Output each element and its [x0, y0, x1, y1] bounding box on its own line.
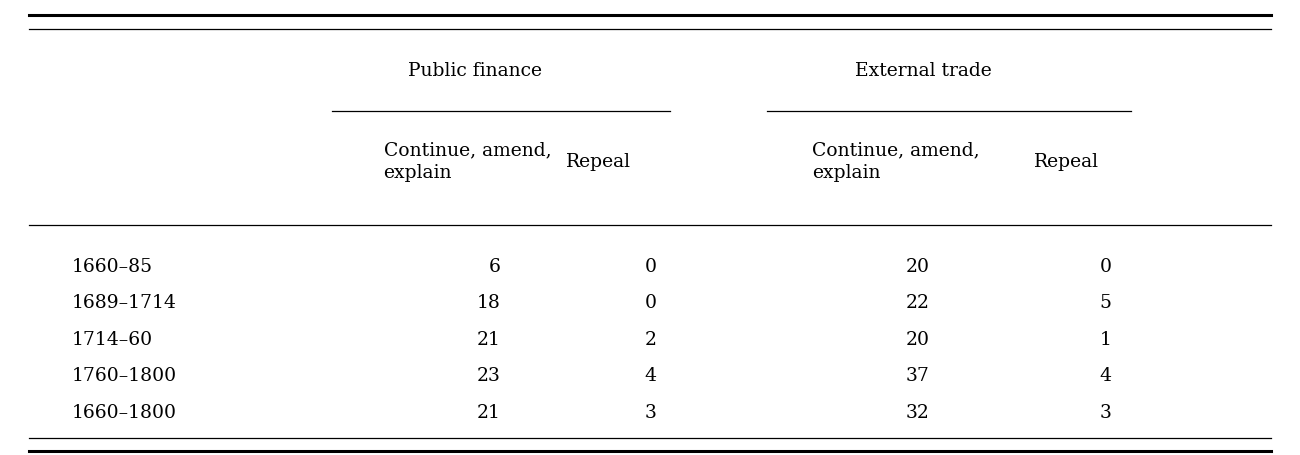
Text: 1: 1	[1100, 330, 1112, 348]
Text: 1689–1714: 1689–1714	[72, 293, 177, 312]
Text: Continue, amend,
explain: Continue, amend, explain	[812, 142, 980, 182]
Text: Repeal: Repeal	[566, 152, 630, 171]
Text: 2: 2	[645, 330, 656, 348]
Text: 5: 5	[1100, 293, 1112, 312]
Text: 0: 0	[1100, 257, 1112, 275]
Text: 21: 21	[477, 403, 500, 421]
Text: 1714–60: 1714–60	[72, 330, 152, 348]
Text: 32: 32	[906, 403, 929, 421]
Text: 4: 4	[645, 366, 656, 384]
Text: 3: 3	[1100, 403, 1112, 421]
Text: External trade: External trade	[854, 61, 992, 80]
Text: 18: 18	[477, 293, 500, 312]
Text: 37: 37	[906, 366, 929, 384]
Text: 4: 4	[1100, 366, 1112, 384]
Text: 1660–1800: 1660–1800	[72, 403, 177, 421]
Text: 0: 0	[645, 293, 656, 312]
Text: 21: 21	[477, 330, 500, 348]
Text: 3: 3	[645, 403, 656, 421]
Text: Public finance: Public finance	[407, 61, 542, 80]
Text: 0: 0	[645, 257, 656, 275]
Text: Continue, amend,
explain: Continue, amend, explain	[384, 142, 551, 182]
Text: 1760–1800: 1760–1800	[72, 366, 177, 384]
Text: Repeal: Repeal	[1034, 152, 1098, 171]
Text: 22: 22	[906, 293, 929, 312]
Text: 6: 6	[489, 257, 500, 275]
Text: 20: 20	[906, 330, 929, 348]
Text: 23: 23	[477, 366, 500, 384]
Text: 1660–85: 1660–85	[72, 257, 152, 275]
Text: 20: 20	[906, 257, 929, 275]
